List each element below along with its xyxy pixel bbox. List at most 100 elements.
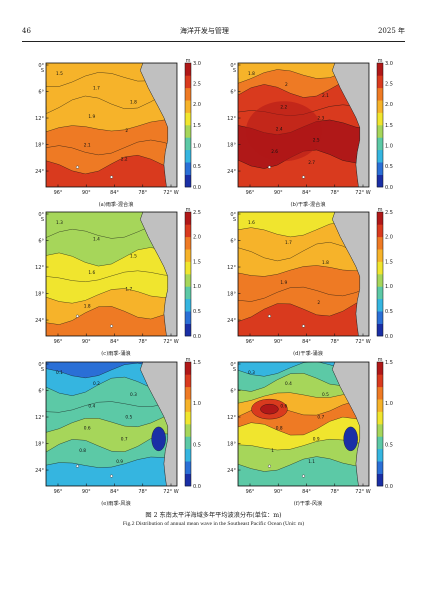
- x-tick-label: 78°: [330, 190, 339, 196]
- contour-label: 0.2: [93, 381, 100, 387]
- x-tick-label: 90°: [274, 489, 283, 495]
- contour-label: 0.6: [280, 403, 287, 409]
- figure-caption-cn: 图 2 东南太平洋海域多年平均波浪分布(单位：m): [145, 512, 282, 519]
- colorbar-tick-label: 1.5: [385, 259, 393, 265]
- south-america-landmass: [332, 212, 369, 336]
- caption-e: (e)雨季-风浪: [101, 501, 131, 507]
- contour-label: 0.7: [317, 414, 324, 420]
- contour-label: 1.9: [280, 280, 287, 286]
- contour-label: 0.8: [276, 426, 283, 432]
- colorbar-unit: m: [186, 58, 191, 64]
- colorbar-tick-label: 1.0: [193, 401, 201, 407]
- y-tick-label: 12°: [227, 415, 236, 421]
- wave-map: 0.1 0.2 0.3 0.4 0.5 0.6 0.7 0.8 0.9 96° 90° 84° 78° 7…: [35, 357, 201, 495]
- contour-label: 0.3: [248, 370, 255, 376]
- x-tick-label: 84°: [110, 339, 119, 345]
- contour-label: 0.5: [322, 392, 329, 398]
- y-tick-label: 6°: [230, 388, 236, 394]
- y-tick-label: 24°: [227, 318, 236, 324]
- contour-label: 1.7: [93, 85, 100, 91]
- y-tick-label: 18°: [35, 441, 44, 447]
- x-tick-label: 78°: [330, 489, 339, 495]
- map-panel-e: 0.1 0.2 0.3 0.4 0.5 0.6 0.7 0.8 0.9 96° 90° 84° 78° 7…: [30, 356, 220, 501]
- colorbar-tick-label: 2.5: [385, 81, 393, 87]
- journal-title: 海洋开发与管理: [179, 27, 229, 35]
- y-tick-label: 0°: [230, 362, 236, 368]
- x-tick-label: 96°: [246, 489, 255, 495]
- contour-label: 2.2: [280, 104, 287, 110]
- x-tick-label: 84°: [110, 489, 119, 495]
- colorbar-tick-label: 1.0: [385, 401, 393, 407]
- colorbar-tick-label: 1.0: [385, 143, 393, 149]
- contour-label: 2: [125, 128, 128, 134]
- colorbar-tick-label: 2.5: [193, 210, 201, 216]
- colorbar-tick-label: 0.0: [193, 334, 201, 340]
- contour-label: 2.1: [84, 142, 91, 148]
- contour-label: 1.9: [88, 114, 95, 120]
- colorbar-unit: m: [186, 357, 191, 363]
- y-tick-label: 0°: [38, 63, 44, 69]
- y-tick-label: 0°: [230, 63, 236, 69]
- contour-label: 0.9: [116, 459, 123, 465]
- x-tick-label: 96°: [246, 339, 255, 345]
- y-tick-label: 12°: [35, 116, 44, 122]
- contour-label: 1.6: [248, 220, 255, 226]
- colorbar-unit: m: [378, 357, 383, 363]
- colorbar-unit: m: [378, 58, 383, 64]
- contour-label: 2: [317, 300, 320, 306]
- x-tick-label: 84°: [302, 190, 311, 196]
- colorbar-tick-label: 0.0: [385, 484, 393, 490]
- y-tick-label: 18°: [227, 291, 236, 297]
- x-tick-label: 96°: [54, 339, 63, 345]
- colorbar-tick-label: 2.0: [385, 235, 393, 241]
- contour-label: 1.1: [308, 459, 315, 465]
- y-tick-label: 12°: [227, 116, 236, 122]
- x-tick-label: 84°: [110, 190, 119, 196]
- contour-label: 0.4: [285, 381, 292, 387]
- colorbar-tick-label: 1.0: [193, 143, 201, 149]
- contour-label: 1.8: [130, 100, 137, 106]
- x-tick-label: 78°: [330, 339, 339, 345]
- contour-label: 1.4: [93, 237, 100, 243]
- colorbar-tick-label: 1.5: [193, 360, 201, 366]
- contour-label: 1.7: [285, 240, 292, 246]
- y-tick-label: 6°: [38, 238, 44, 244]
- x-tick-label: 72° W: [163, 339, 178, 345]
- contour-label: 2.1: [322, 93, 329, 99]
- x-tick-label: 84°: [302, 339, 311, 345]
- y-tick-label: 6°: [38, 388, 44, 394]
- figure-caption-en: Fig.2 Distribution of annual mean wave i…: [122, 521, 305, 527]
- wave-map: 1.5 1.7 1.8 1.9 2 2.1 2.2 96° 90° 84° 78° 72° W 0° 6°…: [35, 58, 201, 196]
- contour-label: 1.8: [322, 260, 329, 266]
- map-panel-c: 1.3 1.4 1.5 1.6 1.7 1.8 96° 90° 84° 78° 72° W 0° 6° 1…: [30, 206, 220, 351]
- y-tick-label: 6°: [230, 238, 236, 244]
- x-tick-label: 90°: [274, 190, 283, 196]
- contour-label: 1.5: [56, 71, 63, 77]
- wave-map: 0.3 0.4 0.5 0.6 0.7 0.8 0.9 1 1.1 96° 90° 84° 78° 72°…: [227, 357, 393, 495]
- contour-label: 1.5: [130, 253, 137, 259]
- contour-label: 1.8: [248, 71, 255, 77]
- contour-label: 2.5: [313, 138, 320, 144]
- south-america-landmass: [140, 212, 177, 336]
- colorbar-tick-label: 1.5: [385, 360, 393, 366]
- y-tick-label: 12°: [35, 265, 44, 271]
- contour-label: 1.8: [84, 303, 91, 309]
- y-tick-label: 6°: [230, 89, 236, 95]
- colorbar-unit: m: [186, 207, 191, 213]
- contour-label: 0.4: [88, 403, 95, 409]
- x-tick-label: 72° W: [355, 489, 370, 495]
- colorbar-tick-label: 0.0: [193, 185, 201, 191]
- x-tick-label: 90°: [82, 489, 91, 495]
- contour-label: 0.7: [121, 437, 128, 443]
- contour-label: 1.3: [56, 220, 63, 226]
- y-tick-label: 0°: [38, 362, 44, 368]
- colorbar-tick-label: 2.0: [193, 235, 201, 241]
- caption-f: (f)干季-风浪: [293, 501, 323, 507]
- contour-label: 1.7: [125, 287, 132, 293]
- contour-label: 2.6: [271, 149, 278, 155]
- y-tick-label: 6°: [38, 89, 44, 95]
- map-panel-b: 1.8 2 2.1 2.2 2.3 2.4 2.5 2.6 2.7 96° 90° 84° 78° 72°…: [222, 57, 412, 202]
- colorbar-tick-label: 0.5: [193, 164, 201, 170]
- y-tick-label: 12°: [35, 415, 44, 421]
- caption-a: (a)雨季-混合浪: [98, 202, 134, 208]
